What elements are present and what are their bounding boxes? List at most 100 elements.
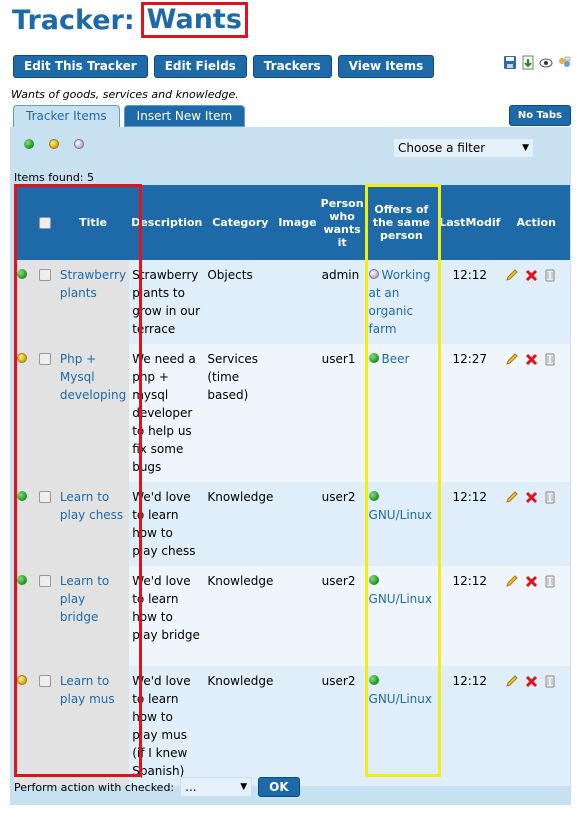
row-status-cell [14,566,34,666]
filter-select[interactable]: Choose a filter ▼ [393,138,534,158]
item-title-link[interactable]: Strawberry plants [59,268,127,300]
offer-link[interactable]: GNU/Linux [368,592,432,606]
row-status-cell [14,260,34,344]
edit-pencil-icon[interactable] [505,674,519,688]
row-description: We need a php + mysql developer to help … [129,344,205,482]
offer-link[interactable]: Working at an organic farm [368,268,431,336]
no-tabs-button[interactable]: No Tabs [508,105,571,126]
row-checkbox[interactable] [39,353,52,365]
col-person[interactable]: Person who wants it [318,185,366,260]
row-actions [502,666,570,786]
trash-can-icon[interactable] [544,352,556,366]
row-checkbox[interactable] [39,675,52,687]
row-actions [502,482,570,566]
view-items-button[interactable]: View Items [337,55,435,78]
row-checkbox-cell [33,666,57,786]
row-lastmod: 12:12 [437,666,503,786]
row-checkbox-cell [33,344,57,482]
tab-tracker-items[interactable]: Tracker Items [13,105,120,127]
row-checkbox[interactable] [39,575,52,587]
tabs: Tracker Items Insert New Item [13,105,246,127]
edit-pencil-icon[interactable] [505,352,519,366]
delete-x-icon[interactable] [525,269,538,282]
table-row: Php + Mysql developing We need a php + m… [14,344,570,482]
row-offer-cell: Beer [365,344,438,482]
trash-can-icon[interactable] [544,268,556,282]
trackers-button[interactable]: Trackers [252,55,332,78]
offer-status-icon [368,575,379,585]
row-checkbox-cell [33,566,57,666]
delete-x-icon[interactable] [525,575,538,588]
row-category: Knowledge [204,566,277,666]
status-yellow-icon [17,675,27,685]
row-actions [502,566,570,666]
chevron-down-icon: ▼ [240,782,248,792]
edit-fields-button[interactable]: Edit Fields [153,55,247,78]
col-title[interactable]: Title [56,185,130,260]
select-all-checkbox[interactable] [39,216,52,229]
row-category: Services (time based) [204,344,277,482]
col-lastmod[interactable]: LastModif [437,185,503,260]
ok-button[interactable]: OK [258,777,300,797]
item-title-link[interactable]: Php + Mysql developing [59,352,127,402]
row-actions [502,260,570,344]
row-lastmod: 12:12 [437,566,503,666]
row-offer-cell: GNU/Linux [365,666,438,786]
row-title-cell: Php + Mysql developing [56,344,130,482]
bulk-action-select[interactable]: ... ▼ [180,777,253,797]
row-description: We'd love to learn how to play chess [129,482,205,566]
row-offer-cell: GNU/Linux [365,566,438,666]
trash-can-icon[interactable] [544,490,556,504]
save-icon[interactable] [503,55,517,70]
monitor-eye-icon[interactable] [539,55,553,70]
col-category[interactable]: Category [204,185,277,260]
row-checkbox[interactable] [39,269,52,281]
row-image [276,260,319,344]
bulk-action-label: Perform action with checked: [14,780,175,794]
table-header: Title Description Category Image Person … [14,185,570,260]
bulk-action-bar: Perform action with checked: ... ▼ OK [14,777,300,797]
offer-link[interactable]: GNU/Linux [368,508,432,522]
row-image [276,344,319,482]
item-title-link[interactable]: Learn to play chess [59,490,124,522]
delete-x-icon[interactable] [525,675,538,688]
status-green-icon [17,575,27,585]
col-status [14,185,34,260]
tracker-name-highlighted[interactable]: Wants [140,2,248,38]
items-table: Title Description Category Image Person … [14,185,570,786]
edit-pencil-icon[interactable] [505,574,519,588]
row-title-cell: Strawberry plants [56,260,130,344]
edit-tracker-button[interactable]: Edit This Tracker [13,55,148,78]
edit-pencil-icon[interactable] [505,490,519,504]
offer-status-icon [368,269,379,279]
status-closed-icon[interactable] [74,139,84,149]
status-open-icon[interactable] [24,139,34,149]
col-image[interactable]: Image [276,185,319,260]
status-filter [24,139,84,149]
item-title-link[interactable]: Learn to play bridge [59,574,110,624]
row-lastmod: 12:27 [437,344,503,482]
delete-x-icon[interactable] [525,491,538,504]
row-person: user2 [318,666,366,786]
edit-pencil-icon[interactable] [505,268,519,282]
item-title-link[interactable]: Learn to play mus [59,674,115,706]
col-description[interactable]: Description [129,185,205,260]
delete-x-icon[interactable] [525,353,538,366]
row-description: We'd love to learn how to play bridge [129,566,205,666]
offer-link[interactable]: Beer [381,352,410,366]
filter-select-value: Choose a filter [398,141,486,155]
row-actions [502,344,570,482]
tab-insert-new-item[interactable]: Insert New Item [123,105,246,127]
group-monitor-icon[interactable] [557,55,571,70]
trash-can-icon[interactable] [544,674,556,688]
offer-link[interactable]: GNU/Linux [368,692,432,706]
export-icon[interactable] [521,55,535,70]
row-person: admin [318,260,366,344]
table-row: Learn to play mus We'd love to learn how… [14,666,570,786]
row-status-cell [14,482,34,566]
trash-can-icon[interactable] [544,574,556,588]
status-pending-icon[interactable] [49,139,59,149]
row-checkbox[interactable] [39,491,52,503]
col-offers[interactable]: Offers of the same person [365,185,438,260]
tracker-icons [503,55,571,70]
